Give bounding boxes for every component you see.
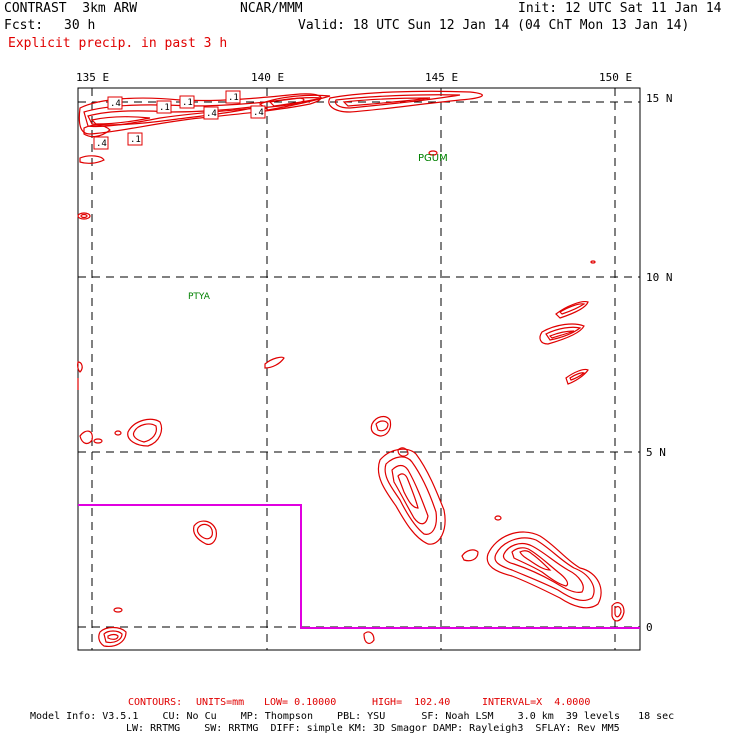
contour-region [377, 448, 446, 545]
contour-label: .4 [206, 109, 217, 119]
precip-contours [77, 90, 625, 647]
contour-label: .1 [182, 98, 193, 108]
contour-region [114, 430, 122, 436]
lon-label-145e: 145 E [425, 71, 458, 84]
station-label-pgum: PGUM [418, 153, 448, 164]
contour-region [494, 537, 595, 602]
contour-label: .4 [253, 108, 264, 118]
contour-region [334, 94, 461, 109]
contour-region [107, 633, 119, 640]
contour-region [519, 550, 552, 571]
contour-region [193, 520, 217, 545]
contour-region [80, 213, 88, 219]
lon-label-140e: 140 E [251, 71, 284, 84]
model-info-line-2: LW: RRTMG SW: RRTMG DIFF: simple KM: 3D … [126, 723, 620, 734]
contour-region [83, 124, 111, 138]
contour-region [264, 356, 285, 369]
contour-region [397, 473, 419, 509]
contours-high: HIGH= 102.40 [372, 697, 451, 708]
contours-low: LOW= 0.10000 [264, 697, 337, 708]
model-info-line-1: Model Info: V3.5.1 CU: No Cu MP: Thompso… [30, 711, 675, 722]
contours-interval: INTERVAL=X 4.0000 [482, 697, 591, 708]
contour-region [569, 372, 586, 381]
lat-label-0: 0 [646, 621, 653, 634]
contour-region [545, 326, 582, 341]
lat-lon-grid [78, 88, 640, 650]
contour-region [397, 447, 409, 457]
contour-region [77, 361, 83, 373]
contour-region [375, 420, 389, 432]
contour-region [502, 542, 584, 593]
lat-label-5n: 5 N [646, 446, 666, 459]
contour-region [548, 330, 575, 339]
lon-label-135e: 135 E [76, 71, 109, 84]
contour-region [196, 523, 213, 540]
contour-region [370, 415, 392, 437]
contour-region [555, 301, 589, 319]
contour-region [79, 155, 105, 164]
contour-region [391, 464, 429, 525]
contour-region [342, 97, 431, 107]
contour-region [614, 606, 622, 618]
eez-boundary-line [78, 504, 640, 629]
contour-region [98, 626, 127, 647]
contour-region [90, 116, 151, 125]
contour-region [539, 323, 585, 345]
contour-region [565, 368, 589, 385]
contour-region [328, 90, 483, 113]
contour-region [103, 630, 123, 644]
contour-region [132, 423, 157, 443]
contour-label: .1 [228, 93, 239, 103]
contour-label: .1 [159, 103, 170, 113]
map-frame [77, 87, 641, 651]
contour-region [363, 631, 375, 644]
contour-label: .4 [110, 99, 121, 109]
contour-region [611, 602, 625, 622]
contour-region [258, 94, 331, 111]
contour-region [494, 515, 502, 521]
contour-label: .4 [96, 139, 107, 149]
contour-region [486, 531, 602, 609]
institution: NCAR/MMM [240, 1, 303, 16]
contour-region [461, 549, 479, 562]
lat-label-10n: 10 N [646, 271, 673, 284]
forecast-hour: 30 h [64, 18, 96, 33]
contour-label-group: .4 .1 .1 .4 .1 .4 .4 .1 .4 [93, 90, 266, 150]
contour-region [79, 430, 93, 445]
contour-region [113, 607, 123, 613]
forecast-label: Fcst: [4, 18, 44, 33]
valid-time: Valid: 18 UTC Sun 12 Jan 14 (04 ChT Mon … [298, 18, 690, 33]
station-label-ptya: PTYA [188, 292, 211, 302]
contour-region [428, 150, 438, 156]
contour-region [559, 303, 586, 315]
lon-label-150e: 150 E [599, 71, 632, 84]
contour-label: .1 [130, 135, 141, 145]
init-time: Init: 12 UTC Sat 11 Jan 14 [518, 1, 722, 16]
contour-region [590, 260, 596, 264]
lat-label-15n: 15 N [646, 92, 673, 105]
contours-units: UNITS=mm [196, 697, 245, 708]
contour-region [127, 418, 163, 447]
contour-region [384, 456, 437, 535]
contour-region [77, 212, 91, 220]
contour-region [93, 438, 103, 444]
contours-label: CONTOURS: [128, 697, 183, 708]
contour-region [268, 97, 323, 107]
contour-region [511, 547, 569, 587]
field-name: Explicit precip. in past 3 h [8, 36, 228, 51]
model-title: CONTRAST 3km ARW [4, 1, 138, 16]
